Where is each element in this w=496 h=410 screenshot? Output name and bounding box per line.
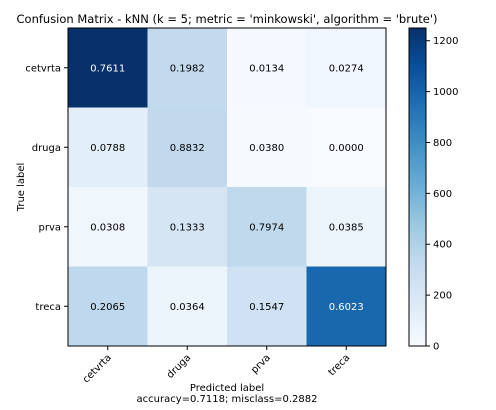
colorbar-tick-label: 600 [433,189,452,200]
y-tick-label: prva [38,222,61,233]
cell-value-label: 0.0308 [90,222,125,233]
y-tick-label: cetvrta [25,63,61,74]
cell-value-label: 0.6023 [329,302,364,313]
heatmap-cell [227,266,307,347]
cell-value-label: 0.0380 [249,143,284,154]
heatmap-cell [306,107,387,188]
cell-value-label: 0.1547 [249,302,284,313]
heatmap-cell [147,107,228,188]
heatmap-cell [227,28,307,108]
heatmap-cell [306,28,387,108]
x-tick-label: druga [165,352,193,380]
heatmap-cell [68,107,148,188]
x-axis-ticks: cetvrta druga prva treca [81,346,352,385]
cell-value-label: 0.0134 [249,63,284,74]
cell-value-label: 0.0274 [329,63,364,74]
x-axis-label: Predicted label [190,383,264,394]
heatmap-cells: 0.7611 0.1982 0.0134 0.0274 0.0788 0.8832 0.03… [68,28,387,347]
cell-value-label: 0.7974 [249,222,284,233]
x-tick-label: treca [326,352,352,378]
x-tick-label: cetvrta [81,352,114,385]
y-axis-label: True label [16,163,27,213]
plot-frame [67,27,387,347]
heatmap-cell [306,266,387,347]
y-tick-label: treca [35,302,61,313]
cell-value-label: 0.1333 [170,222,205,233]
cell-value-label: 0.7611 [90,63,125,74]
heatmap-cell [227,187,307,267]
colorbar-tick-label: 400 [433,240,452,251]
cell-value-label: 0.0000 [329,143,364,154]
colorbar-tick-label: 200 [433,291,452,302]
colorbar-ticks: 0 200 400 600 800 1000 1200 [426,36,458,353]
colorbar-tick-label: 1200 [433,36,458,47]
cell-value-label: 0.0364 [170,302,205,313]
colorbar-tick-label: 1000 [433,87,458,98]
heatmap-cell [68,266,148,347]
heatmap-cell [68,187,148,267]
heatmap-cell [147,28,228,108]
cell-value-label: 0.2065 [90,302,125,313]
cell-value-label: 0.0385 [329,222,364,233]
heatmap-cell [147,266,228,347]
cell-value-label: 0.0788 [90,143,125,154]
y-axis-ticks: cetvrta druga prva treca [25,63,68,313]
colorbar [408,27,427,347]
x-tick-label: prva [249,352,273,376]
cell-value-label: 0.1982 [170,63,205,74]
accuracy-note: accuracy=0.7118; misclass=0.2882 [137,394,318,405]
heatmap-cell [147,187,228,267]
heatmap-cell [306,187,387,267]
colorbar-tick-label: 800 [433,138,452,149]
heatmap-cell [227,107,307,188]
heatmap-cell [68,28,148,108]
y-tick-label: druga [32,143,61,154]
chart-title: Confusion Matrix - kNN (k = 5; metric = … [17,12,438,26]
cell-value-label: 0.8832 [170,143,205,154]
colorbar-tick-label: 0 [433,342,439,353]
